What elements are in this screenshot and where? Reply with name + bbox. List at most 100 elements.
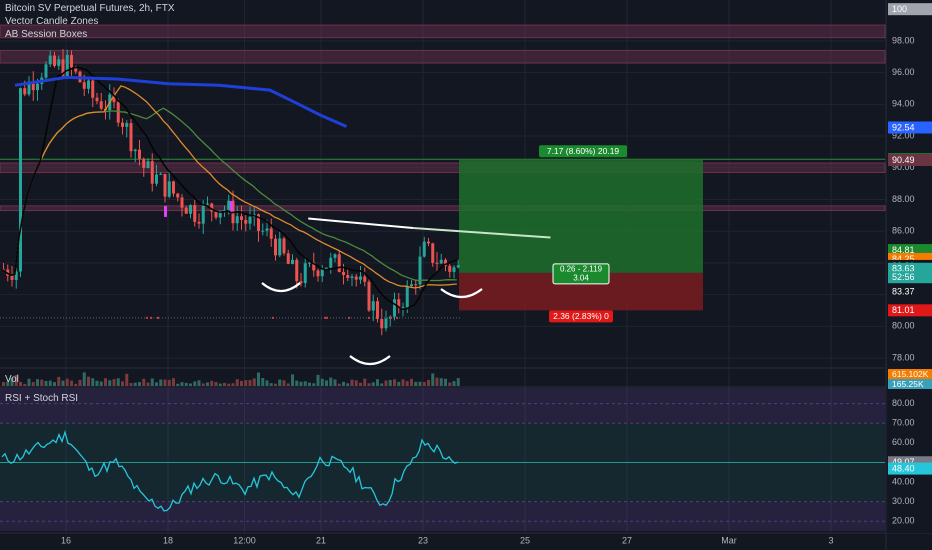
ema-black-line xyxy=(1,66,458,311)
candle-body xyxy=(248,216,252,224)
rsi-tick-label: 20.00 xyxy=(892,516,915,526)
candle-body xyxy=(163,173,167,197)
price-badge xyxy=(888,271,932,284)
candle-body xyxy=(452,267,456,272)
rsi-overbought-band xyxy=(0,388,885,424)
candle-body xyxy=(201,204,205,224)
candle-body xyxy=(286,253,290,264)
price-badge-text: 81.01 xyxy=(892,305,915,315)
time-tick-label: 27 xyxy=(622,535,632,545)
volume-bar xyxy=(53,382,56,386)
candle-body xyxy=(65,54,69,77)
volume-bar xyxy=(104,378,107,386)
candle-body xyxy=(303,263,307,284)
indicator-vector-candle-zones[interactable]: Vector Candle Zones xyxy=(5,16,99,27)
candle-body xyxy=(61,59,65,77)
candle-body xyxy=(261,230,265,232)
rsi-badge-text: 48.40 xyxy=(892,463,915,473)
volume-bar xyxy=(125,373,129,386)
volume-bar xyxy=(448,382,452,386)
candle-body xyxy=(82,82,86,89)
entry-label-line-2: 3.04 xyxy=(573,274,589,283)
volume-bar xyxy=(431,373,435,386)
candle-body xyxy=(325,267,328,270)
candle-body xyxy=(401,307,405,309)
volume-bar xyxy=(99,381,103,386)
rsi-legend[interactable]: RSI + Stoch RSI xyxy=(5,393,79,404)
candle-body xyxy=(112,94,116,103)
stop-label-bg xyxy=(549,310,613,323)
time-tick-label: 25 xyxy=(520,535,530,545)
volume-bar xyxy=(295,380,299,386)
candle-body xyxy=(19,88,22,272)
volume-bar xyxy=(70,380,73,386)
chart-grid xyxy=(0,0,932,534)
volume-bar xyxy=(333,379,337,386)
price-axis[interactable]: USD98.0096.0094.0092.0090.0088.0086.0084… xyxy=(885,0,932,550)
volume-legend[interactable]: Vol xyxy=(5,374,19,385)
candle-body xyxy=(308,262,311,264)
price-badge xyxy=(888,153,932,166)
price-badge-text: 83.37 xyxy=(892,286,915,296)
candle-body xyxy=(129,123,133,152)
candle-body xyxy=(48,55,52,65)
volume-bar xyxy=(427,379,430,386)
candle-body xyxy=(189,205,192,214)
candle-body xyxy=(320,269,324,277)
volume-bar xyxy=(231,383,235,386)
volume-bar xyxy=(159,379,163,386)
price-badge xyxy=(888,3,932,16)
candle-body xyxy=(384,318,388,329)
volume-bar xyxy=(210,380,214,386)
rsi-tick-label: 40.00 xyxy=(892,476,915,486)
volume-bar xyxy=(397,381,401,386)
candle-body xyxy=(312,262,316,271)
long-position-tool[interactable]: 7.17 (8.60%) 20.19 2.36 (2.83%) 0 0.26 - 2… xyxy=(459,145,703,323)
candle-body xyxy=(214,211,218,218)
drawings[interactable] xyxy=(261,217,551,366)
candle-body xyxy=(410,284,413,287)
volume-bar xyxy=(363,378,367,386)
indicator-ab-session-boxes[interactable]: AB Session Boxes xyxy=(5,29,88,40)
volume-bar xyxy=(410,378,413,386)
price-badge xyxy=(888,304,932,317)
candle-body xyxy=(10,275,14,280)
price-badge-text: 92.54 xyxy=(892,122,915,132)
candle-body xyxy=(418,256,422,285)
candle-body xyxy=(27,81,31,95)
volume-bar xyxy=(142,378,146,386)
profit-zone xyxy=(459,159,703,273)
ema-orange-line xyxy=(1,85,457,289)
rsi-oversold-band xyxy=(0,501,885,531)
volume-bar xyxy=(312,383,316,386)
session-marker xyxy=(348,316,350,319)
volume-bar xyxy=(439,378,443,386)
volume-bar xyxy=(61,380,65,386)
volume-bar xyxy=(325,380,328,386)
candle-body xyxy=(342,272,345,275)
candle-body xyxy=(244,219,248,224)
candle-body xyxy=(133,149,137,152)
volume-bar xyxy=(291,374,294,386)
volume-bar xyxy=(10,378,14,386)
volume-bar xyxy=(240,380,243,386)
volume-bar xyxy=(121,381,124,386)
candle-body xyxy=(87,80,90,89)
candle-body xyxy=(206,203,209,205)
candle-body xyxy=(274,238,277,256)
stop-label: 2.36 (2.83%) 0 xyxy=(549,310,613,323)
symbol-title[interactable]: Bitcoin SV Perpetual Futures, 2h, FTX xyxy=(5,3,175,14)
candle-body xyxy=(431,243,435,263)
candle-body xyxy=(125,123,129,127)
time-axis[interactable]: 16 18 12:00 21 23 25 27 Mar 3 xyxy=(61,535,834,545)
pattern-shoulder-arc xyxy=(261,282,301,293)
volume-bar xyxy=(401,379,405,386)
volume-bar xyxy=(371,382,375,386)
volume-bar xyxy=(172,378,175,386)
ema-blue-line xyxy=(14,75,348,128)
candle-body xyxy=(240,216,243,220)
volume-bar xyxy=(418,381,422,386)
zone-box xyxy=(0,49,886,64)
volume-badge xyxy=(888,379,932,389)
